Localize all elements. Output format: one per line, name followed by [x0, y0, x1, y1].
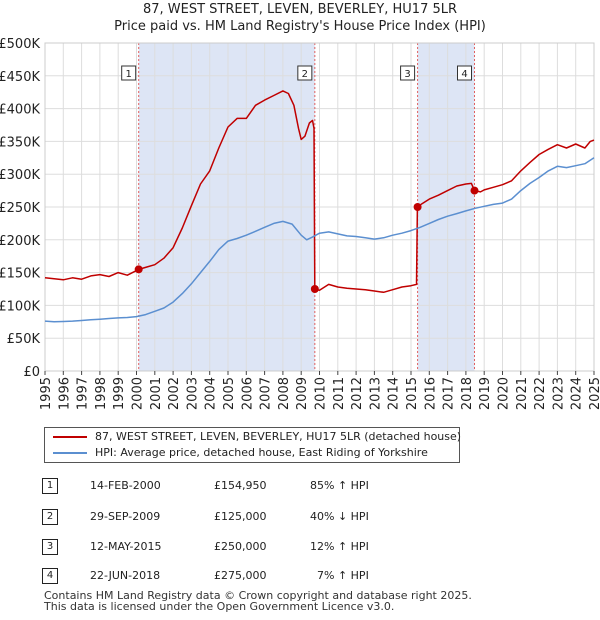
sale-points	[134, 186, 479, 293]
x-tick-label: 2002	[167, 377, 182, 410]
x-tick-label: 1997	[76, 377, 91, 410]
price-chart: 1 2 3 4 £0 £50K £100K £150K £200K £250K £300K £350…	[0, 37, 600, 410]
sale-label-box	[400, 65, 416, 81]
x-tick-label: 1996	[57, 377, 72, 410]
legend-swatch-property	[53, 436, 87, 438]
transaction-hpi-diff: 12% ↑ HPI	[310, 540, 369, 553]
x-tick-label: 1999	[112, 377, 127, 410]
x-tick-label: 2007	[259, 377, 274, 410]
sale-label-box	[457, 65, 473, 81]
y-tick-label: £200K	[0, 234, 40, 249]
x-tick-label: 2000	[131, 377, 146, 410]
y-tick-label: £150K	[0, 267, 40, 282]
transaction-date: 22-JUN-2018	[90, 569, 161, 582]
transaction-date: 14-FEB-2000	[90, 479, 161, 492]
x-tick-label: 2013	[368, 377, 383, 410]
footer-licence: This data is licensed under the Open Gov…	[44, 600, 395, 613]
property-price-line	[44, 90, 595, 294]
sale-labels: 1 2 3 4	[121, 65, 473, 81]
x-tick-label: 2011	[332, 377, 347, 410]
sale-point	[310, 285, 319, 293]
transaction-number: 4	[42, 568, 58, 584]
sale-label-number: 1	[126, 69, 132, 80]
transaction-number: 1	[42, 478, 58, 494]
x-tick-label: 1998	[94, 377, 109, 410]
sale-label-number: 3	[404, 69, 410, 80]
x-tick-label: 2004	[204, 377, 219, 410]
sale-point	[470, 186, 479, 195]
y-axis-ticks: £0 £50K £100K £150K £200K £250K £300K £350K £400…	[0, 37, 40, 380]
sale-label-box	[297, 65, 313, 81]
y-tick-label: £400K	[0, 103, 40, 118]
sale-label-box	[121, 65, 137, 81]
x-tick-label: 2010	[314, 377, 329, 410]
transaction-date: 29-SEP-2009	[90, 510, 161, 523]
y-tick-label: £450K	[0, 70, 40, 85]
y-tick-label: £0	[23, 365, 40, 380]
x-tick-label: 2020	[497, 377, 512, 410]
sale-label-number: 4	[461, 69, 467, 80]
footer-copyright: Contains HM Land Registry data © Crown c…	[44, 589, 472, 602]
transaction-price: £275,000	[214, 569, 267, 582]
x-tick-label: 2016	[423, 377, 438, 410]
x-tick-label: 2012	[350, 377, 365, 410]
y-tick-label: £300K	[0, 168, 40, 183]
x-tick-label: 2022	[533, 377, 548, 410]
series-lines	[44, 90, 595, 323]
y-tick-label: £500K	[0, 37, 40, 52]
x-tick-label: 2025	[588, 377, 600, 410]
sale-point	[413, 203, 422, 211]
transaction-date: 12-MAY-2015	[90, 540, 162, 553]
chart-subtitle: Price paid vs. HM Land Registry's House …	[114, 19, 486, 34]
y-tick-label: £100K	[0, 299, 40, 314]
x-tick-label: 2018	[460, 377, 475, 410]
x-tick-label: 2009	[295, 377, 310, 410]
hpi-line	[44, 157, 595, 323]
x-tick-label: 2003	[185, 377, 200, 410]
x-tick-label: 2001	[149, 377, 164, 410]
y-tick-label: £50K	[7, 332, 41, 347]
y-tick-label: £350K	[0, 135, 40, 150]
x-tick-label: 2015	[405, 377, 420, 410]
transaction-hpi-diff: 40% ↓ HPI	[310, 510, 369, 523]
transaction-number: 3	[42, 539, 58, 555]
x-tick-label: 2005	[222, 377, 237, 410]
x-tick-label: 1995	[39, 377, 54, 410]
transaction-price: £154,950	[214, 479, 267, 492]
transaction-hpi-diff: 7% ↑ HPI	[317, 569, 369, 582]
legend: 87, WEST STREET, LEVEN, BEVERLEY, HU17 5…	[44, 427, 462, 463]
x-tick-label: 2024	[570, 377, 585, 410]
x-tick-label: 2008	[277, 377, 292, 410]
sale-label-number: 2	[302, 69, 308, 80]
legend-label-property: 87, WEST STREET, LEVEN, BEVERLEY, HU17 5…	[95, 430, 462, 443]
chart-title: 87, WEST STREET, LEVEN, BEVERLEY, HU17 5…	[142, 2, 458, 17]
sale-point	[134, 265, 143, 274]
y-tick-label: £250K	[0, 201, 40, 216]
transaction-price: £125,000	[214, 510, 267, 523]
x-tick-label: 2023	[551, 377, 566, 410]
legend-label-hpi: HPI: Average price, detached house, East…	[95, 446, 428, 459]
x-tick-label: 2019	[478, 377, 493, 410]
x-tick-label: 2006	[240, 377, 255, 410]
transaction-number: 2	[42, 509, 58, 525]
transaction-price: £250,000	[214, 540, 267, 553]
x-tick-label: 2014	[387, 377, 402, 410]
transaction-hpi-diff: 85% ↑ HPI	[310, 479, 369, 492]
x-tick-label: 2021	[515, 377, 530, 410]
legend-swatch-hpi	[53, 452, 87, 454]
x-tick-label: 2017	[442, 377, 457, 410]
grid-lines	[44, 42, 595, 372]
x-axis-ticks: 1995 1996 1997 1998 1999 2000 2001 2002 2003 2004…	[39, 371, 600, 410]
